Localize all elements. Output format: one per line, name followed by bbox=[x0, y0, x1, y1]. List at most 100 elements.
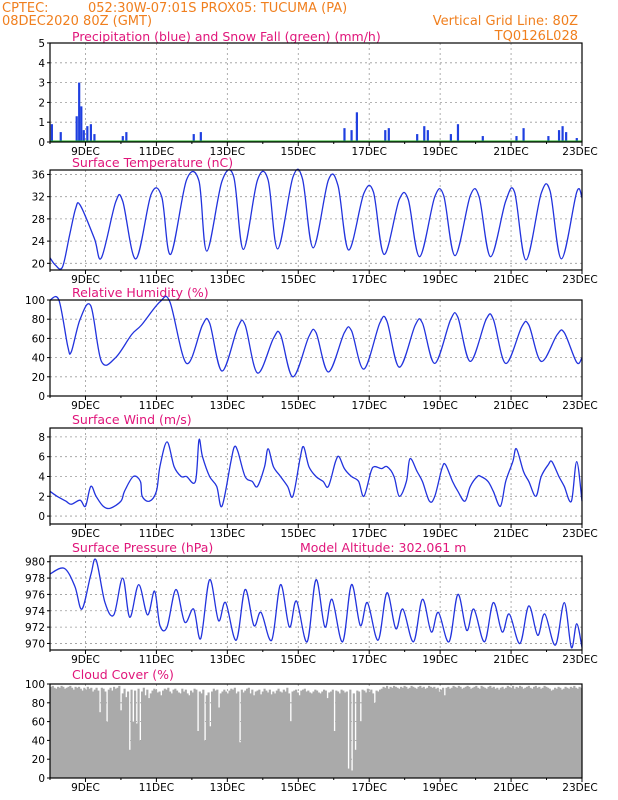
cloud-bar bbox=[548, 688, 551, 778]
wind-title: Surface Wind (m/s) bbox=[72, 412, 192, 427]
cloud-bar bbox=[433, 686, 436, 778]
cloud-bar bbox=[169, 691, 172, 778]
cloud-bar bbox=[410, 685, 413, 778]
cloud-bar bbox=[85, 689, 88, 778]
x-tick-label: 11DEC bbox=[139, 654, 174, 666]
cloud-bar bbox=[564, 686, 567, 778]
cloud-bar bbox=[193, 688, 196, 778]
cloud-bar bbox=[373, 702, 376, 778]
cloud-bar bbox=[398, 688, 401, 778]
cloud-bar bbox=[174, 688, 177, 778]
y-tick-label: 0 bbox=[38, 511, 45, 523]
cloud-bar bbox=[50, 686, 53, 778]
cloud-bar bbox=[93, 689, 96, 778]
x-tick-label: 15DEC bbox=[281, 400, 316, 412]
cloud-bar bbox=[69, 685, 72, 778]
cloud-bar bbox=[72, 689, 75, 778]
x-tick-label: 21DEC bbox=[493, 528, 528, 540]
cloud-bar bbox=[389, 686, 392, 778]
precip-bar bbox=[423, 126, 426, 142]
cloud-bar bbox=[571, 687, 574, 778]
cloud-bar bbox=[333, 731, 336, 778]
cloud-bar bbox=[158, 691, 161, 778]
cloud-bar bbox=[344, 692, 347, 778]
precip-bar bbox=[59, 132, 62, 142]
cloud-bar bbox=[60, 685, 63, 778]
cloud-bar bbox=[372, 693, 375, 778]
cloud-bar bbox=[246, 688, 249, 778]
cloud-bar bbox=[179, 693, 182, 778]
y-tick-label: 5 bbox=[38, 38, 45, 50]
cloud-bar bbox=[116, 687, 119, 778]
y-tick-label: 32 bbox=[32, 192, 45, 204]
cloud-bar bbox=[379, 689, 382, 778]
precip-bar bbox=[93, 134, 96, 142]
cloud-bar bbox=[275, 690, 278, 778]
cloud-bar bbox=[540, 688, 543, 778]
cloud-bar bbox=[328, 692, 331, 778]
cloud-bar bbox=[436, 687, 439, 778]
cloud-bar bbox=[545, 686, 548, 778]
cloud-bar bbox=[230, 688, 233, 778]
cloud-bar bbox=[295, 689, 298, 778]
cloud-bar bbox=[120, 710, 123, 778]
cloud-bar bbox=[237, 691, 240, 778]
x-tick-label: 11DEC bbox=[139, 782, 174, 794]
cloud-bar bbox=[527, 685, 530, 778]
cloud-bar bbox=[487, 686, 490, 778]
cloud-bar bbox=[253, 695, 256, 778]
cloud-bar bbox=[104, 691, 107, 778]
cloud-bar bbox=[62, 686, 65, 778]
cloud-bar bbox=[419, 685, 422, 778]
cloud-bar bbox=[377, 691, 380, 778]
cloud-bar bbox=[316, 690, 319, 778]
cloud-bar bbox=[204, 740, 207, 778]
cloud-bar bbox=[260, 694, 263, 778]
precip-bar bbox=[78, 82, 81, 142]
pressure-panel: Surface Pressure (hPa) Model Altitude: 3… bbox=[25, 540, 598, 666]
cloud-bar bbox=[557, 686, 560, 778]
header-location: 052:30W-07:01S PROX05: TUCUMA (PA) bbox=[88, 1, 347, 16]
cloud-bar bbox=[106, 721, 109, 778]
cloud-bar bbox=[524, 687, 527, 778]
cloud-bar bbox=[198, 691, 201, 778]
cloud-bar bbox=[279, 691, 282, 778]
y-tick-label: 0 bbox=[38, 391, 45, 403]
cloud-bar bbox=[242, 692, 245, 778]
cloud-bar bbox=[109, 687, 112, 778]
cloud-bar bbox=[55, 688, 58, 778]
y-tick-label: 28 bbox=[32, 214, 45, 226]
cloud-bar bbox=[218, 707, 221, 778]
y-tick-label: 976 bbox=[25, 589, 45, 601]
precip-bar bbox=[89, 124, 92, 142]
cloud-bar bbox=[142, 687, 145, 778]
panel-frame bbox=[49, 299, 583, 397]
cloud-bar bbox=[233, 687, 236, 778]
panel-frame bbox=[49, 555, 583, 651]
cloud-bar bbox=[386, 685, 389, 778]
cloud-bar bbox=[365, 692, 368, 778]
cloud-bar bbox=[400, 686, 403, 778]
cloud-bar bbox=[517, 687, 520, 778]
cloud-bar bbox=[496, 687, 499, 778]
cloud-bar bbox=[76, 687, 79, 778]
cloud-bar bbox=[454, 686, 457, 778]
cloud-bar bbox=[324, 690, 327, 778]
temperature-title: Surface Temperature (nC) bbox=[72, 155, 233, 170]
x-tick-label: 9DEC bbox=[71, 528, 100, 540]
cloud-bar bbox=[471, 687, 474, 778]
pressure-title: Surface Pressure (hPa) bbox=[72, 540, 213, 555]
cloud-bar bbox=[141, 691, 144, 778]
y-tick-label: 3 bbox=[38, 78, 45, 90]
cloud-bar bbox=[65, 687, 68, 778]
cloud-bar bbox=[155, 689, 158, 778]
cloud-bar bbox=[578, 686, 581, 778]
cloud-bar bbox=[148, 698, 151, 778]
cloud-bar bbox=[153, 688, 156, 778]
cloud-bar bbox=[303, 688, 306, 778]
x-tick-label: 13DEC bbox=[210, 146, 245, 158]
cloud-bar bbox=[536, 687, 539, 778]
precip-bar bbox=[82, 130, 85, 142]
cloud-bar bbox=[177, 692, 180, 778]
cloud-bar bbox=[265, 690, 268, 778]
